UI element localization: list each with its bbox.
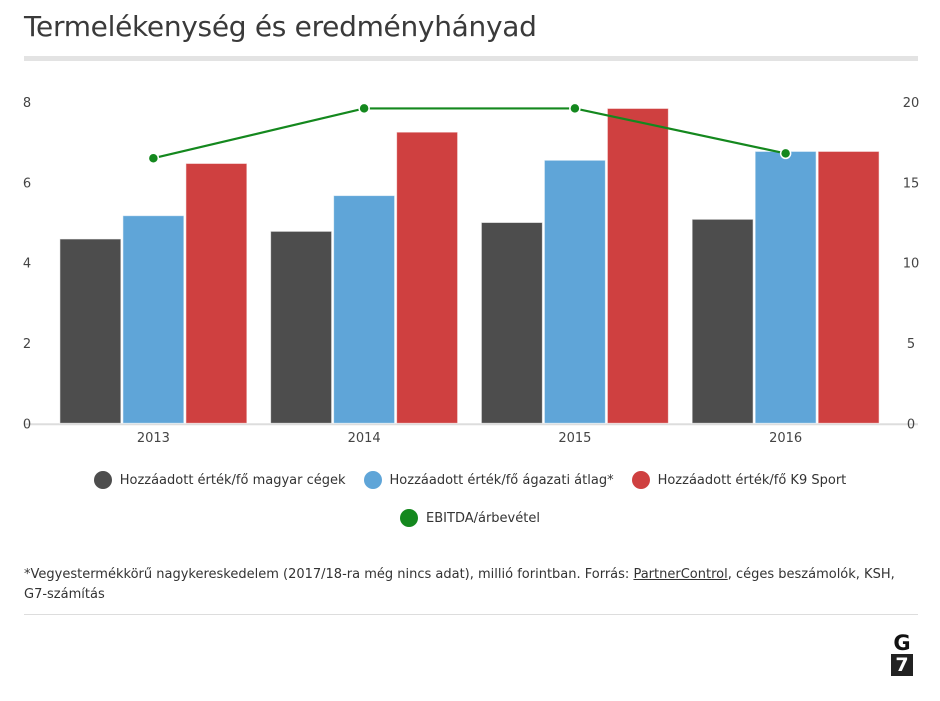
legend-label: Hozzáadott érték/fő K9 Sport [657, 472, 847, 488]
bar-2014-3 [396, 131, 459, 424]
bar-2015-1 [480, 221, 543, 424]
bar-2015-3 [606, 107, 669, 424]
bar-2013-1 [59, 238, 122, 424]
note-text: *Vegyestermékkörű nagykereskedelem (2017… [24, 567, 634, 582]
bar-2016-1 [691, 218, 754, 424]
source-note: *Vegyestermékkörű nagykereskedelem (2017… [24, 565, 914, 605]
chart-svg: 0 2 4 6 8 0 5 10 15 20 2013 2014 2015 2016 [23, 96, 920, 446]
y-right-tick-label: 10 [903, 257, 920, 272]
bar-2014-2 [333, 195, 396, 424]
x-tick-label: 2013 [137, 431, 170, 446]
partnercontrol-link[interactable]: PartnerControl [633, 567, 728, 582]
note-text-end: , céges beszámolók, KSH, G7-számítás [24, 567, 895, 602]
y-right-tick-label: 5 [907, 337, 915, 352]
legend-label: Hozzáadott érték/fő ágazati átlag* [389, 472, 614, 488]
legend-row-2: EBITDA/árbevétel [0, 509, 940, 527]
legend-dot [400, 509, 419, 527]
legend-item-k9[interactable]: Hozzáadott érték/fő K9 Sport [631, 471, 847, 489]
chart-title: Termelékenység és eredményhányad [24, 10, 537, 43]
ebitda-point-2013 [147, 152, 160, 164]
x-tick-label: 2016 [769, 431, 802, 446]
bar-2016-2 [754, 150, 817, 424]
g7-logo: G 7 [891, 633, 913, 676]
legend-item-magyar[interactable]: Hozzáadott érték/fő magyar cégek [93, 471, 346, 489]
bar-2013-3 [185, 162, 248, 424]
y-left-tick-label: 6 [23, 176, 31, 191]
y-right-tick-label: 0 [907, 417, 915, 432]
ebitda-point-2014 [358, 102, 370, 115]
ebitda-point-2015 [569, 102, 581, 115]
bar-2016-3 [817, 150, 880, 424]
x-tick-label: 2015 [558, 431, 591, 446]
legend-dot [631, 471, 650, 489]
title-divider [24, 56, 918, 61]
ebitda-line [153, 107, 786, 160]
y-left-tick-label: 0 [23, 417, 31, 432]
bar-2015-2 [543, 159, 606, 424]
logo-g: G [893, 631, 911, 655]
legend-item-ebitda[interactable]: EBITDA/árbevétel [400, 509, 540, 527]
x-tick-label: 2014 [348, 431, 381, 446]
ebitda-point-2016 [779, 147, 792, 160]
y-left-tick-label: 8 [23, 96, 31, 111]
footer-divider [24, 614, 918, 615]
legend-label: Hozzáadott érték/fő magyar cégek [119, 472, 346, 488]
y-left-tick-label: 2 [23, 337, 31, 352]
bar-2014-1 [270, 230, 333, 424]
y-right-tick-label: 15 [903, 176, 920, 191]
bar-2013-2 [122, 215, 185, 424]
legend-label: EBITDA/árbevétel [426, 510, 540, 526]
legend-row-1: Hozzáadott érték/fő magyar cégek Hozzáad… [0, 471, 940, 489]
y-left-tick-label: 4 [23, 257, 31, 272]
logo-7: 7 [891, 654, 913, 676]
legend-dot [363, 471, 382, 489]
y-right-tick-label: 20 [903, 96, 920, 111]
legend-item-agazati[interactable]: Hozzáadott érték/fő ágazati átlag* [363, 471, 614, 489]
legend-dot [93, 471, 112, 489]
